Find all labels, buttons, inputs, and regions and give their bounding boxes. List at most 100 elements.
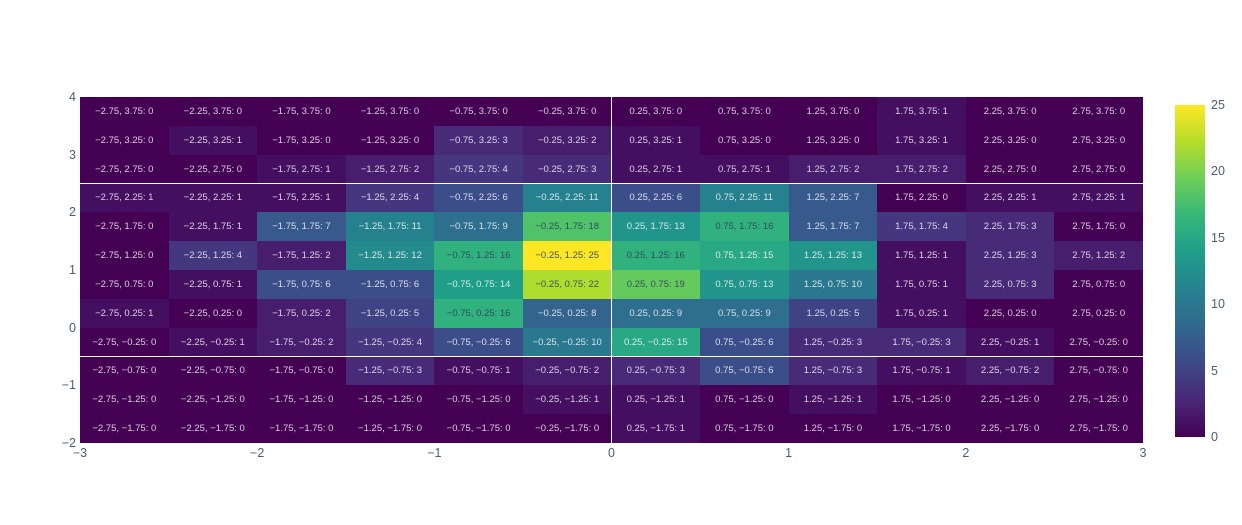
heatmap-cell[interactable]: 0.25, 1.25: 16	[611, 241, 701, 270]
heatmap-cell[interactable]: 1.25, −0.25: 3	[788, 327, 878, 357]
heatmap-cell[interactable]: 0.25, 2.75: 1	[611, 154, 701, 184]
heatmap-cell[interactable]: −1.25, 0.25: 5	[345, 298, 435, 328]
heatmap-cell[interactable]: 1.75, 3.25: 1	[877, 125, 966, 155]
heatmap-cell[interactable]: 1.25, 2.25: 7	[788, 183, 878, 213]
heatmap-cell[interactable]: −1.75, 0.25: 2	[257, 298, 346, 328]
heatmap-cell[interactable]: −1.75, 3.25: 0	[257, 125, 346, 155]
heatmap-cell[interactable]: −1.25, −1.25: 0	[345, 385, 435, 415]
heatmap-cell[interactable]: −0.25, 3.25: 2	[522, 125, 612, 155]
heatmap-cell[interactable]: 2.75, 0.75: 0	[1054, 270, 1143, 299]
heatmap-cell[interactable]: 2.75, 0.25: 0	[1054, 298, 1143, 328]
heatmap-cell[interactable]: 2.25, 1.75: 3	[965, 212, 1055, 242]
heatmap-cell[interactable]: −1.25, 2.75: 2	[345, 154, 435, 184]
heatmap-cell[interactable]: 2.25, 2.75: 0	[965, 154, 1055, 184]
heatmap-cell[interactable]: 1.25, 2.75: 2	[788, 154, 878, 184]
heatmap-cell[interactable]: −0.25, 1.75: 18	[522, 212, 612, 242]
heatmap-cell[interactable]: 0.25, −1.25: 1	[611, 385, 701, 415]
heatmap-cell[interactable]: 0.75, −0.75: 6	[700, 356, 789, 386]
heatmap-cell[interactable]: 0.25, 2.25: 6	[611, 183, 701, 213]
heatmap-cell[interactable]: −0.75, 2.25: 6	[434, 183, 523, 213]
heatmap-cell[interactable]: −1.75, 3.75: 0	[257, 97, 346, 126]
heatmap-cell[interactable]: 1.75, 1.25: 1	[877, 241, 966, 270]
heatmap-cell[interactable]: −2.75, 0.75: 0	[80, 270, 169, 299]
heatmap-cell[interactable]: 1.75, 2.25: 0	[877, 183, 966, 213]
heatmap-cell[interactable]: −2.25, 0.25: 0	[168, 298, 258, 328]
heatmap-cell[interactable]: −0.25, 3.75: 0	[522, 97, 612, 126]
heatmap-cell[interactable]: −1.25, 3.25: 0	[345, 125, 435, 155]
heatmap-cell[interactable]: 2.25, −1.25: 0	[965, 385, 1055, 415]
heatmap-cell[interactable]: 2.75, 2.75: 0	[1054, 154, 1143, 184]
heatmap-cell[interactable]: −0.75, 1.75: 9	[434, 212, 523, 242]
heatmap-cell[interactable]: 2.75, −1.25: 0	[1054, 385, 1143, 415]
heatmap-cell[interactable]: −1.25, 3.75: 0	[345, 97, 435, 126]
heatmap-cell[interactable]: −2.25, 0.75: 1	[168, 270, 258, 299]
heatmap-cell[interactable]: −1.75, −1.25: 0	[257, 385, 346, 415]
heatmap-cell[interactable]: 2.25, −0.25: 1	[965, 327, 1055, 357]
heatmap-cell[interactable]: −2.25, −1.75: 0	[168, 414, 258, 443]
heatmap-cell[interactable]: −2.25, 2.75: 0	[168, 154, 258, 184]
heatmap-cell[interactable]: −1.75, −1.75: 0	[257, 414, 346, 443]
heatmap-cell[interactable]: −2.75, 0.25: 1	[80, 298, 169, 328]
heatmap-cell[interactable]: −1.75, 2.25: 1	[257, 183, 346, 213]
heatmap-cell[interactable]: 1.75, 1.75: 4	[877, 212, 966, 242]
heatmap-cell[interactable]: 2.25, 0.25: 0	[965, 298, 1055, 328]
heatmap-cell[interactable]: 1.25, −1.25: 1	[788, 385, 878, 415]
heatmap-cell[interactable]: 2.25, 1.25: 3	[965, 241, 1055, 270]
heatmap-plot-area[interactable]: −2.75, 3.75: 0 −2.25, 3.75: 0 −1.75, 3.75:…	[80, 97, 1143, 443]
heatmap-cell[interactable]: −1.75, −0.75: 0	[257, 356, 346, 386]
heatmap-cell[interactable]: 1.75, 3.75: 1	[877, 97, 966, 126]
heatmap-cell[interactable]: 1.25, 0.25: 5	[788, 298, 878, 328]
heatmap-cell[interactable]: −0.25, −1.75: 0	[522, 414, 612, 443]
heatmap-cell[interactable]: 0.25, 3.25: 1	[611, 125, 701, 155]
heatmap-cell[interactable]: −0.75, 0.25: 16	[434, 298, 523, 328]
heatmap-cell[interactable]: −0.75, 3.75: 0	[434, 97, 523, 126]
heatmap-cell[interactable]: −2.25, −0.75: 0	[168, 356, 258, 386]
heatmap-cell[interactable]: 0.25, −0.25: 15	[611, 327, 701, 357]
heatmap-cell[interactable]: −0.75, −0.75: 1	[434, 356, 523, 386]
heatmap-cell[interactable]: 0.25, 3.75: 0	[611, 97, 701, 126]
heatmap-cell[interactable]: −0.25, −0.75: 2	[522, 356, 612, 386]
heatmap-cell[interactable]: 1.25, 0.75: 10	[788, 270, 878, 299]
heatmap-cell[interactable]: −2.75, −1.75: 0	[80, 414, 169, 443]
heatmap-cell[interactable]: 1.75, −1.75: 0	[877, 414, 966, 443]
heatmap-cell[interactable]: 2.75, 1.25: 2	[1054, 241, 1143, 270]
heatmap-cell[interactable]: 2.25, 3.75: 0	[965, 97, 1055, 126]
heatmap-cell[interactable]: −0.75, 0.75: 14	[434, 270, 523, 299]
heatmap-cell[interactable]: 2.75, 3.75: 0	[1054, 97, 1143, 126]
heatmap-cell[interactable]: −0.25, −1.25: 1	[522, 385, 612, 415]
heatmap-cell[interactable]: −0.25, 0.75: 22	[522, 270, 612, 299]
heatmap-cell[interactable]: 2.75, 3.25: 0	[1054, 125, 1143, 155]
heatmap-cell[interactable]: −2.25, 2.25: 1	[168, 183, 258, 213]
heatmap-cell[interactable]: 2.75, −0.25: 0	[1054, 327, 1143, 357]
heatmap-cell[interactable]: 2.75, −1.75: 0	[1054, 414, 1143, 443]
heatmap-cell[interactable]: 0.75, 3.25: 0	[700, 125, 789, 155]
heatmap-cell[interactable]: −0.25, 0.25: 8	[522, 298, 612, 328]
heatmap-cell[interactable]: 0.75, 0.25: 9	[700, 298, 789, 328]
heatmap-cell[interactable]: −2.75, −0.75: 0	[80, 356, 169, 386]
heatmap-cell[interactable]: −1.25, 2.25: 4	[345, 183, 435, 213]
heatmap-cell[interactable]: −2.75, 3.75: 0	[80, 97, 169, 126]
heatmap-cell[interactable]: 2.25, −1.75: 0	[965, 414, 1055, 443]
heatmap-cell[interactable]: 0.75, 2.75: 1	[700, 154, 789, 184]
heatmap-cell[interactable]: −1.75, 0.75: 6	[257, 270, 346, 299]
heatmap-cell[interactable]: −2.25, 1.25: 4	[168, 241, 258, 270]
heatmap-cell[interactable]: −0.75, 3.25: 3	[434, 125, 523, 155]
heatmap-cell[interactable]: 0.75, −1.75: 0	[700, 414, 789, 443]
heatmap-cell[interactable]: −2.75, 2.75: 0	[80, 154, 169, 184]
heatmap-cell[interactable]: −1.25, 0.75: 6	[345, 270, 435, 299]
heatmap-cell[interactable]: 1.75, 0.75: 1	[877, 270, 966, 299]
heatmap-cell[interactable]: 0.75, 1.25: 15	[700, 241, 789, 270]
heatmap-cell[interactable]: 1.25, −0.75: 3	[788, 356, 878, 386]
heatmap-cell[interactable]: −0.75, −1.75: 0	[434, 414, 523, 443]
heatmap-cell[interactable]: 2.25, −0.75: 2	[965, 356, 1055, 386]
heatmap-cell[interactable]: 0.75, 3.75: 0	[700, 97, 789, 126]
heatmap-cell[interactable]: 1.25, 3.25: 0	[788, 125, 878, 155]
heatmap-cell[interactable]: −0.75, −1.25: 0	[434, 385, 523, 415]
heatmap-cell[interactable]: −2.25, 3.75: 0	[168, 97, 258, 126]
heatmap-cell[interactable]: 0.25, 0.75: 19	[611, 270, 701, 299]
heatmap-cell[interactable]: 0.75, −1.25: 0	[700, 385, 789, 415]
heatmap-cell[interactable]: 1.75, −1.25: 0	[877, 385, 966, 415]
heatmap-cell[interactable]: −2.75, 1.75: 0	[80, 212, 169, 242]
heatmap-cell[interactable]: 0.25, −1.75: 1	[611, 414, 701, 443]
heatmap-cell[interactable]: −0.25, −0.25: 10	[522, 327, 612, 357]
